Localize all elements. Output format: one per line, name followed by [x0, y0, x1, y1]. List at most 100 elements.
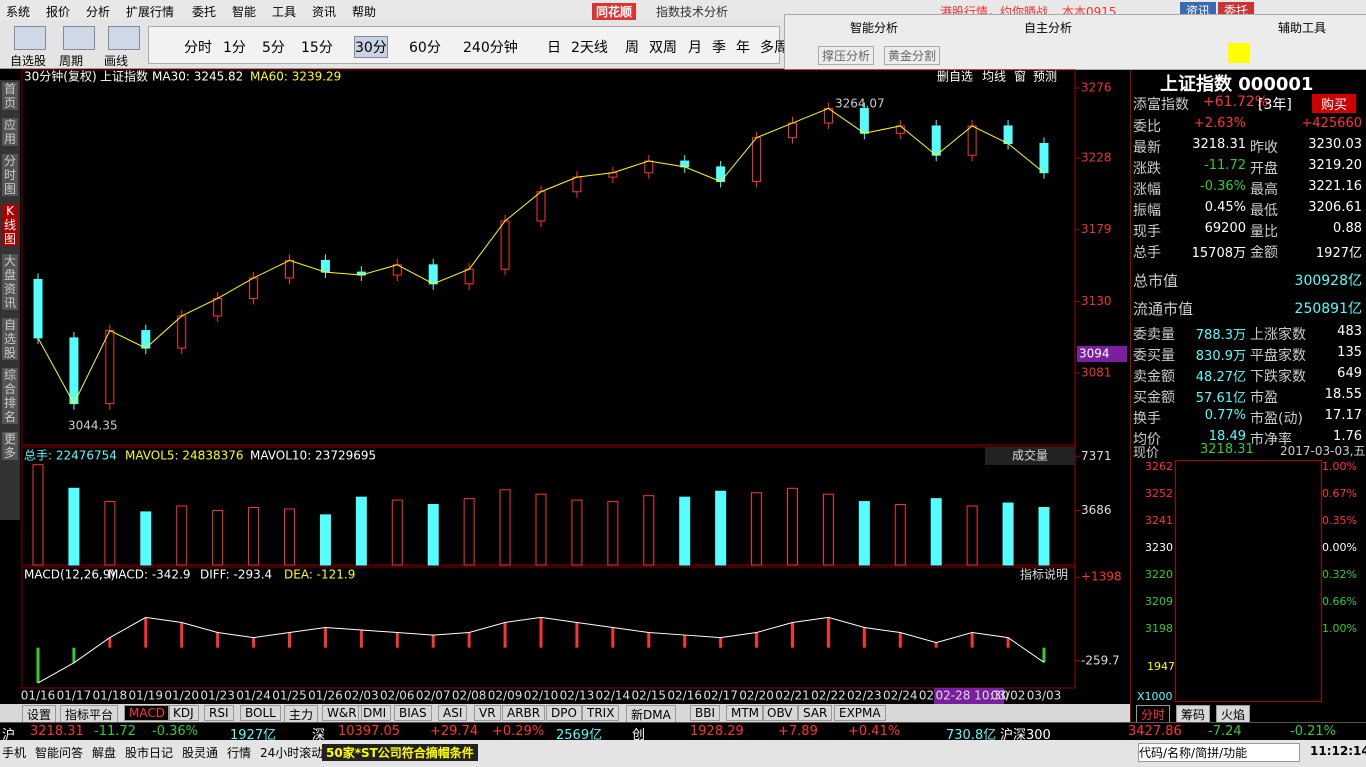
menu-item[interactable]: 委托	[192, 5, 217, 19]
x-tick-label: 02-28 10:30	[936, 689, 1009, 703]
bottom-btn[interactable]: 股灵通	[182, 746, 219, 760]
indicator-tab[interactable]: EXPMA	[834, 705, 886, 721]
period-btn[interactable]: 15分	[301, 40, 333, 56]
side-tab[interactable]: 分时图	[2, 154, 18, 196]
macd-header: MACD(12,26,9)	[24, 568, 115, 582]
status-bar	[0, 722, 1366, 741]
menu-item[interactable]: 扩展行情	[126, 5, 175, 19]
q-label: 换手	[1133, 411, 1161, 427]
tool-label[interactable]: 自选股	[10, 54, 47, 68]
indicator-tab[interactable]: SAR	[798, 705, 833, 721]
news[interactable]: 50家*ST公司符合摘帽条件	[322, 744, 478, 761]
menu-item[interactable]: 分析	[86, 5, 111, 19]
tool-label[interactable]: 周期	[59, 54, 84, 68]
buy-btn[interactable]: 购买	[1312, 94, 1356, 113]
indicator-tab[interactable]: OBV	[762, 705, 798, 721]
indicator-tab[interactable]: VR	[474, 705, 501, 721]
x-tick-label: 02/23	[847, 689, 882, 703]
period-btn[interactable]: 年	[736, 40, 750, 56]
period-btn[interactable]: 分时	[184, 40, 212, 56]
status-item: 沪深300	[1000, 728, 1051, 743]
period-btn[interactable]: 5分	[262, 40, 285, 56]
indicator-tab[interactable]: BOLL	[240, 705, 281, 721]
tool-label[interactable]: 画线	[104, 54, 129, 68]
bottom-btn[interactable]: 24小时滚动	[260, 746, 324, 760]
smart-btn[interactable]: 撑压分析	[818, 46, 875, 65]
status-item: 创	[632, 728, 646, 743]
search[interactable]: 代码/名称/简拼/功能	[1138, 743, 1300, 762]
bottom-btn[interactable]: 股市日记	[125, 746, 174, 760]
candle	[967, 125, 977, 156]
mini-label: 现价	[1133, 446, 1160, 461]
indicator-tab[interactable]: RSI	[204, 705, 234, 721]
candle	[500, 220, 510, 270]
q-label: 总手	[1133, 245, 1161, 261]
side-tab[interactable]: 自选股	[2, 318, 18, 360]
indicator-tab[interactable]: MTM	[726, 705, 765, 721]
price-line	[37, 107, 1045, 405]
x-tick-label: 01/18	[93, 689, 128, 703]
period-btn[interactable]: 日	[547, 40, 561, 56]
x-tick-label: 01/24	[236, 689, 271, 703]
indicator-tab[interactable]: DPO	[546, 705, 582, 721]
period-btn[interactable]: 周	[625, 40, 639, 56]
bottom-btn[interactable]: 行情	[227, 746, 252, 760]
side-tab[interactable]: 应用	[2, 118, 18, 146]
ma60: MA60: 3239.29	[250, 70, 341, 84]
candle	[788, 122, 797, 139]
bottom-btn[interactable]: 智能问答	[35, 746, 84, 760]
indicator-tab[interactable]: BBI	[690, 705, 721, 721]
period-btn[interactable]: 2天线	[571, 40, 608, 56]
q-value: 788.3万	[1195, 328, 1246, 343]
cursor-price-bg	[1077, 345, 1127, 362]
indicator-tab[interactable]: ARBR	[502, 705, 546, 721]
panel-title: 智能分析	[850, 21, 899, 35]
menu-item[interactable]: 系统	[6, 5, 31, 19]
side-tab[interactable]: 综合排名	[2, 368, 18, 424]
q-label: 振幅	[1133, 203, 1161, 219]
x-tick-label: 02/03	[344, 689, 379, 703]
menu-item[interactable]: 资讯	[312, 5, 337, 19]
menu-item[interactable]: 帮助	[352, 5, 377, 19]
bottom-btn[interactable]: 解盘	[92, 746, 117, 760]
side-tab[interactable]: K线图	[2, 204, 18, 246]
menu-item[interactable]: 工具	[272, 5, 297, 19]
side-tab[interactable]: 首页	[2, 82, 18, 110]
y-tick-label: 3179	[1081, 222, 1112, 236]
x-tick-label: 02/08	[452, 689, 487, 703]
indicator-tab[interactable]: DMI	[358, 705, 392, 721]
vol-selector: 成交量	[1012, 448, 1048, 463]
period-btn[interactable]: 30分	[354, 36, 388, 58]
indicator-tab[interactable]: W&R	[322, 705, 362, 721]
y-tick-label: 7371	[1081, 449, 1112, 463]
side-tab[interactable]: 更多	[2, 432, 18, 460]
mini-tick: 3220	[1145, 568, 1173, 581]
q-value: 135	[1337, 345, 1362, 360]
clock: 11:12:14	[1310, 744, 1366, 758]
indicator-tab[interactable]: BIAS	[394, 705, 432, 721]
macd-header: DEA: -121.9	[284, 568, 355, 582]
period-btn[interactable]: 1分	[223, 40, 246, 56]
period-btn[interactable]: 季	[712, 40, 726, 56]
chart-header: 上证指数	[100, 69, 148, 84]
volume-bar	[679, 496, 691, 566]
q-label: 最高	[1250, 182, 1278, 198]
indicator-tab[interactable]: MACD	[124, 705, 170, 721]
candle	[105, 330, 115, 405]
period-btn[interactable]: 月	[688, 40, 702, 56]
smart-btn[interactable]: 黄金分割	[884, 46, 941, 65]
menu-item[interactable]: 智能	[232, 5, 257, 19]
period-btn[interactable]: 60分	[409, 40, 441, 56]
bottom-btn[interactable]: 手机	[2, 746, 27, 760]
volume-bar	[463, 498, 475, 566]
status-item: 沪	[2, 728, 16, 743]
indicator-tab[interactable]: ASI	[438, 705, 468, 721]
side-tab[interactable]: 大盘资讯	[2, 254, 18, 310]
menu-item[interactable]: 报价	[46, 5, 71, 19]
indicator-tab[interactable]: TRIX	[582, 705, 620, 721]
indicator-tab[interactable]: KDJ	[168, 705, 199, 721]
mini-tick: 3230	[1145, 541, 1173, 554]
q-value: 48.27亿	[1195, 370, 1246, 385]
period-btn[interactable]: 双周	[649, 40, 677, 56]
period-btn[interactable]: 240分钟	[463, 40, 518, 56]
